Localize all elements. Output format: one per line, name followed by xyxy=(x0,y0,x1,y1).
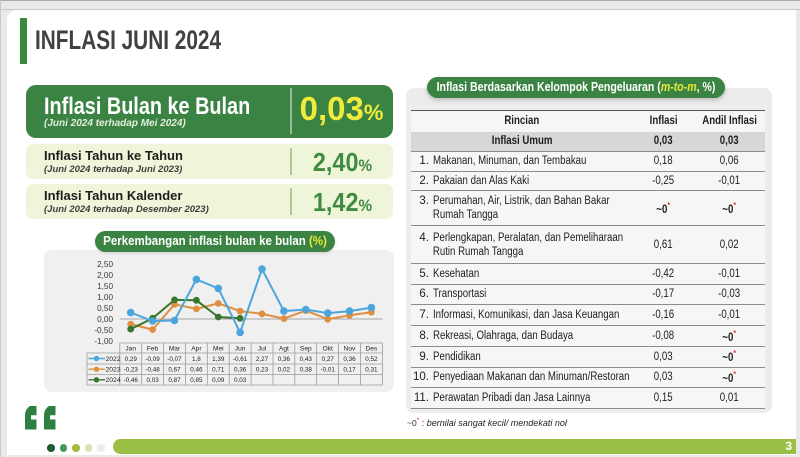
svg-text:0,71: 0,71 xyxy=(212,367,225,374)
svg-text:0,43: 0,43 xyxy=(300,356,313,363)
svg-text:-0,01: -0,01 xyxy=(321,367,336,374)
svg-text:Agt: Agt xyxy=(279,345,289,352)
svg-text:Mei: Mei xyxy=(213,345,224,352)
svg-text:2023: 2023 xyxy=(106,367,121,374)
svg-text:-0,48: -0,48 xyxy=(145,367,160,374)
svg-text:0,36: 0,36 xyxy=(343,356,356,363)
svg-text:0,38: 0,38 xyxy=(300,367,313,374)
svg-text:Des: Des xyxy=(366,345,378,352)
svg-text:Okt: Okt xyxy=(323,345,333,352)
svg-text:-0,23: -0,23 xyxy=(124,367,139,374)
svg-text:-1,00: -1,00 xyxy=(94,337,113,346)
svg-text:Feb: Feb xyxy=(147,345,159,352)
svg-text:0,03: 0,03 xyxy=(234,377,247,384)
svg-text:Nov: Nov xyxy=(344,345,356,352)
svg-text:0,00: 0,00 xyxy=(97,315,113,324)
svg-text:1,00: 1,00 xyxy=(97,293,113,302)
svg-text:0,67: 0,67 xyxy=(168,367,181,374)
svg-text:0,36: 0,36 xyxy=(234,367,247,374)
svg-text:Jul: Jul xyxy=(258,345,267,352)
svg-text:Sep: Sep xyxy=(300,345,312,352)
svg-text:0,03: 0,03 xyxy=(146,377,159,384)
svg-text:Jan: Jan xyxy=(125,345,136,352)
svg-text:Jun: Jun xyxy=(235,345,246,352)
svg-text:0,27: 0,27 xyxy=(322,356,335,363)
svg-text:2022: 2022 xyxy=(106,356,121,363)
svg-text:1,8: 1,8 xyxy=(192,356,201,363)
svg-text:1,50: 1,50 xyxy=(97,282,113,291)
svg-text:-0,07: -0,07 xyxy=(167,356,182,363)
svg-text:2,50: 2,50 xyxy=(97,260,113,269)
svg-text:0,36: 0,36 xyxy=(278,356,291,363)
svg-text:-0,50: -0,50 xyxy=(94,326,113,335)
svg-text:0,31: 0,31 xyxy=(365,367,378,374)
svg-text:0,29: 0,29 xyxy=(125,356,138,363)
svg-text:-0,09: -0,09 xyxy=(145,356,160,363)
svg-text:Apr: Apr xyxy=(191,345,202,352)
svg-text:0,52: 0,52 xyxy=(365,356,378,363)
svg-text:0,09: 0,09 xyxy=(212,377,225,384)
svg-text:0,17: 0,17 xyxy=(343,367,356,374)
svg-text:0,02: 0,02 xyxy=(278,367,291,374)
svg-text:0,23: 0,23 xyxy=(256,367,269,374)
svg-text:-0,46: -0,46 xyxy=(124,377,139,384)
svg-text:0,85: 0,85 xyxy=(190,377,203,384)
svg-text:0,87: 0,87 xyxy=(168,377,181,384)
svg-text:-0,61: -0,61 xyxy=(233,356,248,363)
svg-text:1,39: 1,39 xyxy=(212,356,225,363)
svg-text:0,50: 0,50 xyxy=(97,304,113,313)
svg-text:2,00: 2,00 xyxy=(97,271,113,280)
svg-text:2024: 2024 xyxy=(106,377,121,384)
svg-text:Mar: Mar xyxy=(169,345,181,352)
svg-text:2,27: 2,27 xyxy=(256,356,269,363)
svg-text:0,46: 0,46 xyxy=(190,367,203,374)
